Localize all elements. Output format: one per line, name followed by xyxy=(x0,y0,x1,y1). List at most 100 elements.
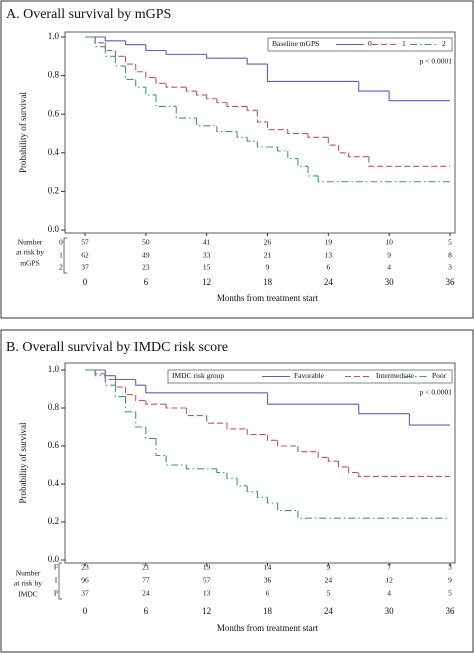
legend-box xyxy=(167,369,453,384)
survival-step xyxy=(114,385,126,398)
survival-step xyxy=(195,118,217,127)
survival-step xyxy=(408,413,450,426)
survival-step xyxy=(165,83,187,88)
survival-step xyxy=(125,387,136,396)
survival-step xyxy=(246,58,268,65)
survival-step xyxy=(287,129,309,135)
survival-step xyxy=(104,37,126,42)
risk-count: 23 xyxy=(81,563,89,572)
survival-step xyxy=(287,150,298,160)
survival-step xyxy=(317,175,450,183)
survival-step xyxy=(358,472,450,477)
survival-step xyxy=(307,166,319,177)
risk-count: 50 xyxy=(142,238,150,247)
survival-step xyxy=(145,44,167,52)
risk-count: 24 xyxy=(325,576,333,585)
x-axis-label: Months from treatment start xyxy=(217,623,319,633)
risk-count: 12 xyxy=(385,576,393,585)
x-tick-label: 12 xyxy=(202,277,211,287)
panel-title: A. Overall survival by mGPS xyxy=(6,7,171,22)
survival-step xyxy=(125,56,136,65)
survival-step xyxy=(185,465,217,470)
survival-step xyxy=(145,385,268,394)
survival-step xyxy=(94,37,106,48)
survival-step xyxy=(277,147,288,152)
risk-count: 6 xyxy=(266,589,270,598)
risk-count: 10 xyxy=(385,238,393,247)
x-tick-label: 30 xyxy=(385,277,395,287)
survival-step xyxy=(266,434,278,441)
survival-step xyxy=(125,65,136,81)
p-value: p < 0.0001 xyxy=(420,57,453,66)
survival-step xyxy=(348,152,369,158)
survival-step xyxy=(145,71,156,79)
risk-table-label: at risk by xyxy=(14,579,42,588)
survival-step xyxy=(195,91,207,96)
survival-step xyxy=(155,94,177,108)
survival-step xyxy=(327,137,339,146)
risk-count: 9 xyxy=(266,263,270,272)
risk-table-label: Number xyxy=(18,238,43,247)
survival-step xyxy=(358,81,390,92)
survival-step xyxy=(256,141,278,148)
risk-group: 2 xyxy=(59,263,63,272)
survival-step xyxy=(94,370,106,377)
risk-count: 15 xyxy=(203,263,211,272)
survival-step xyxy=(226,472,238,479)
survival-step xyxy=(125,396,136,413)
legend-title: Baseline mGPS xyxy=(272,39,319,48)
risk-bracket xyxy=(63,237,67,274)
survival-step xyxy=(145,87,156,96)
risk-count: 21 xyxy=(264,251,272,260)
y-tick-label: 0.0 xyxy=(48,554,60,564)
risk-count: 13 xyxy=(325,251,333,260)
x-tick-label: 6 xyxy=(144,606,149,616)
survival-step xyxy=(135,379,146,386)
risk-count: 3 xyxy=(448,263,452,272)
x-tick-label: 30 xyxy=(385,606,395,616)
risk-group: I xyxy=(55,576,58,585)
risk-table-label: Number xyxy=(16,569,41,578)
y-tick-label: 0.2 xyxy=(48,516,59,526)
x-tick-label: 24 xyxy=(324,606,334,616)
x-axis-label: Months from treatment start xyxy=(217,293,319,303)
survival-step xyxy=(246,428,268,436)
survival-step xyxy=(327,457,339,462)
risk-group: 0 xyxy=(59,238,63,247)
risk-count: 6 xyxy=(326,263,330,272)
legend-label: Favorable xyxy=(294,371,325,380)
survival-step xyxy=(155,77,167,84)
survival-step xyxy=(104,373,116,381)
survival-step xyxy=(165,455,187,466)
survival-step xyxy=(125,40,146,46)
y-tick-label: 0.8 xyxy=(48,70,60,80)
risk-count: 23 xyxy=(142,263,150,272)
risk-count: 37 xyxy=(81,589,89,598)
survival-step xyxy=(256,491,268,498)
panel-title: B. Overall survival by IMDC risk score xyxy=(6,340,228,355)
risk-count: 9 xyxy=(326,563,330,572)
survival-step xyxy=(256,110,268,123)
y-tick-label: 0.2 xyxy=(48,185,59,195)
survival-step xyxy=(236,131,248,138)
risk-count: 57 xyxy=(81,238,89,247)
survival-step xyxy=(165,404,187,409)
risk-count: 36 xyxy=(264,576,272,585)
survival-step xyxy=(216,125,238,133)
legend-label: Poor xyxy=(432,371,447,380)
survival-step xyxy=(135,64,146,73)
survival-step xyxy=(104,46,116,57)
risk-count: 26 xyxy=(264,238,272,247)
p-value: p < 0.0001 xyxy=(420,388,453,397)
survival-step xyxy=(317,451,329,458)
survival-step xyxy=(266,64,359,82)
survival-step xyxy=(114,50,126,57)
x-tick-label: 12 xyxy=(202,606,211,616)
survival-step xyxy=(246,137,258,142)
survival-step xyxy=(277,503,298,512)
risk-count: 5 xyxy=(326,589,330,598)
survival-step xyxy=(388,91,450,102)
survival-step xyxy=(297,510,450,519)
survival-step xyxy=(155,438,167,457)
